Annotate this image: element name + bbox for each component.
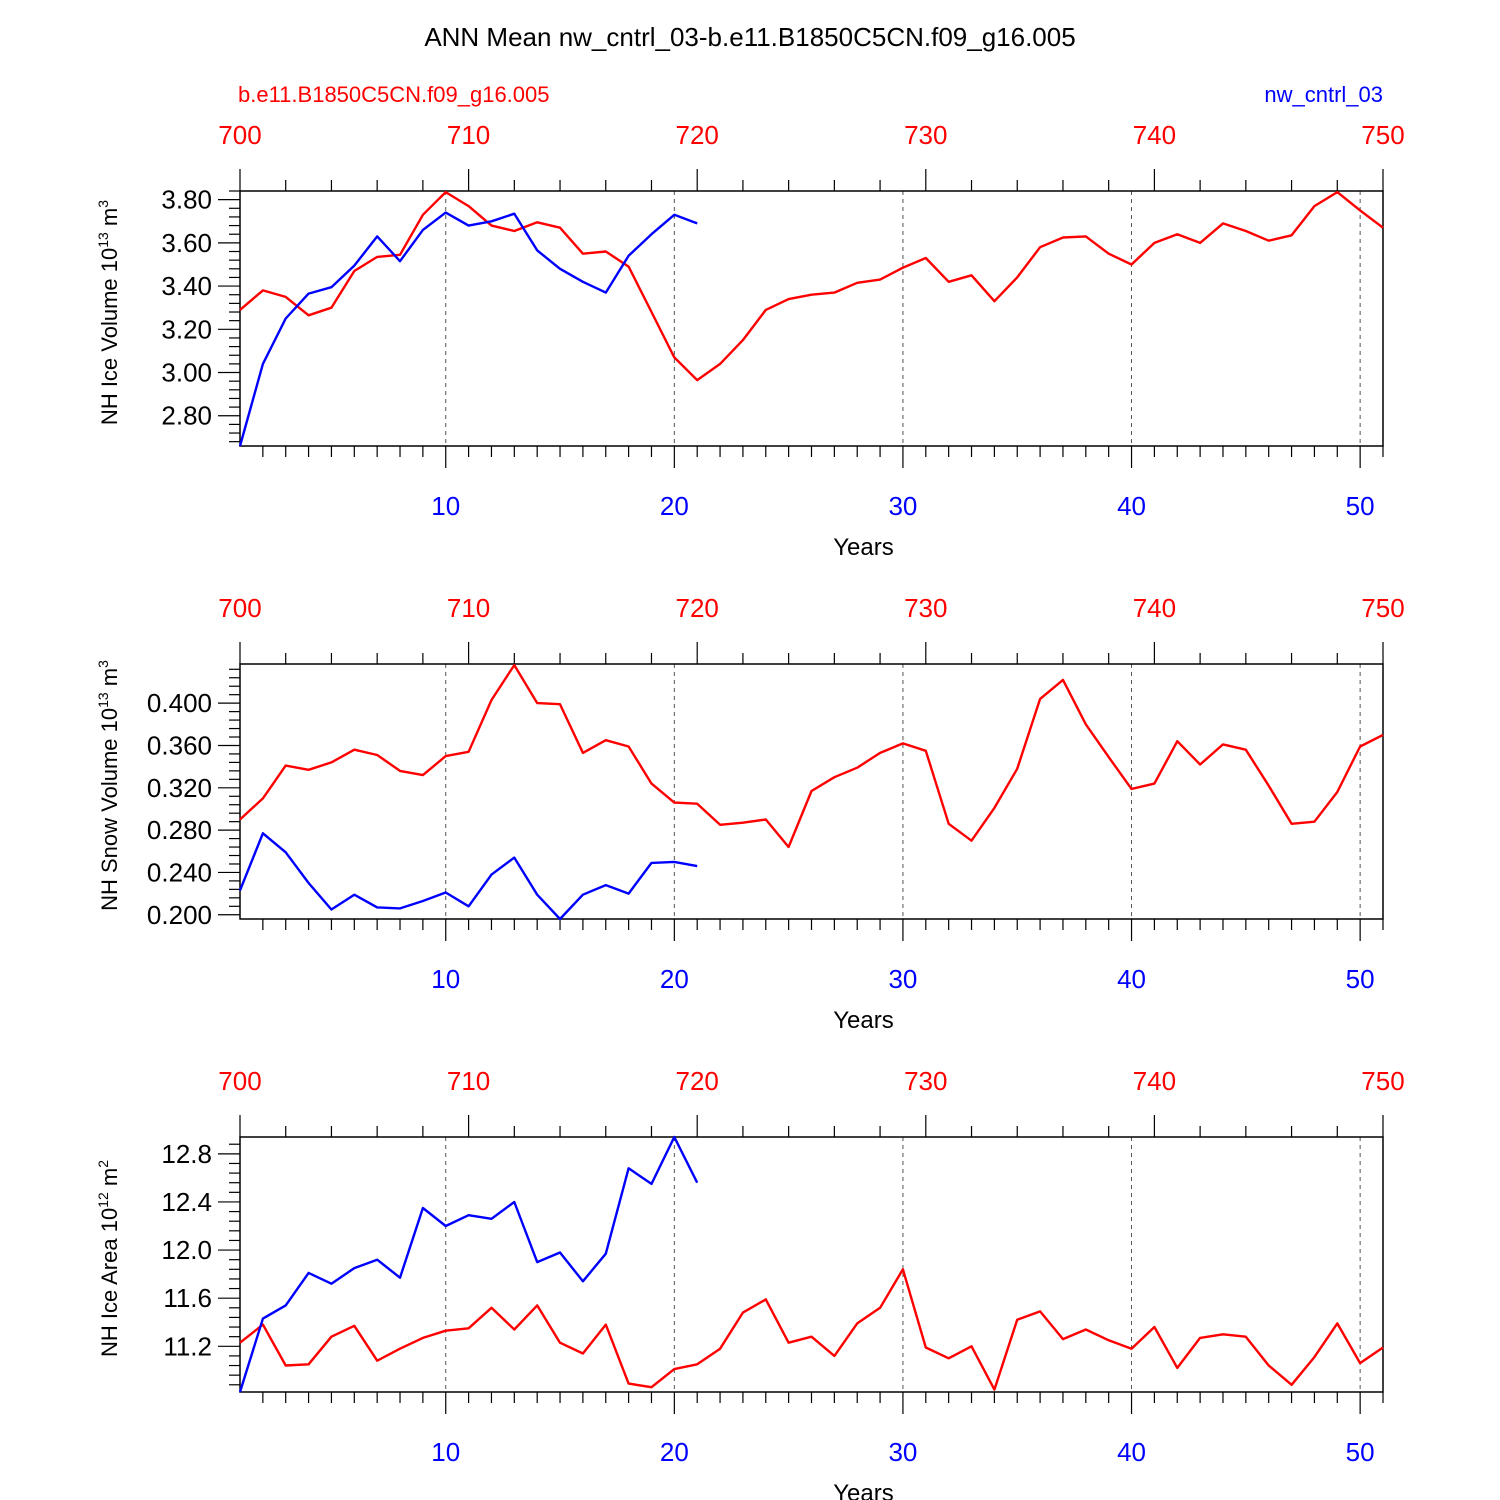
top-tick-label: 710 bbox=[447, 120, 490, 150]
y-axis-label-part: 13 bbox=[95, 692, 111, 708]
x-tick-label: 20 bbox=[660, 964, 689, 994]
chart-title: ANN Mean nw_cntrl_03-b.e11.B1850C5CN.f09… bbox=[424, 22, 1075, 52]
y-axis-label-part: NH Ice Area 10 bbox=[97, 1208, 122, 1357]
y-tick-label: 3.40 bbox=[161, 271, 212, 301]
y-tick-label: 11.6 bbox=[163, 1283, 212, 1313]
top-tick-label: 730 bbox=[904, 1066, 947, 1096]
y-axis-label-part: NH Snow Volume 10 bbox=[97, 708, 122, 911]
x-tick-label: 50 bbox=[1346, 491, 1375, 521]
x-tick-label: 40 bbox=[1117, 491, 1146, 521]
series-line-case2 bbox=[238, 211, 698, 447]
case-label-right: nw_cntrl_03 bbox=[1264, 82, 1383, 107]
top-tick-label: 700 bbox=[218, 1066, 261, 1096]
x-tick-label: 10 bbox=[431, 964, 460, 994]
panel-ice-volume: 2.80 3.00 3.20 3.40 3.60 3.80 700 710 720 730 740 7… bbox=[95, 120, 1405, 561]
top-tick-label: 700 bbox=[218, 120, 261, 150]
y-axis-label: NH Snow Volume 1013 m3 bbox=[95, 660, 122, 911]
panel-ice-area: 11.2 11.6 12.0 12.4 12.8 700 710 720 730 740 750 10… bbox=[95, 1066, 1405, 1500]
x-axis-label: Years bbox=[833, 1007, 894, 1034]
y-axis-label-part: 3 bbox=[95, 660, 111, 668]
top-tick-label: 740 bbox=[1133, 1066, 1176, 1096]
y-tick-label: 0.280 bbox=[147, 815, 212, 845]
top-tick-label: 700 bbox=[218, 593, 261, 623]
y-tick-label: 3.00 bbox=[161, 358, 212, 388]
y-axis-label-part: NH Ice Volume 10 bbox=[97, 248, 122, 425]
top-tick-label: 730 bbox=[904, 593, 947, 623]
y-axis-label-part: m bbox=[97, 208, 122, 232]
y-tick-label: 12.0 bbox=[161, 1235, 212, 1265]
top-tick-label: 750 bbox=[1361, 1066, 1404, 1096]
series-line-case2 bbox=[238, 832, 698, 921]
x-axis-label: Years bbox=[833, 1480, 894, 1500]
y-axis-label-part: m bbox=[97, 1168, 122, 1192]
top-tick-label: 740 bbox=[1133, 593, 1176, 623]
x-tick-label: 30 bbox=[888, 491, 917, 521]
series-line-case1 bbox=[239, 1268, 1384, 1391]
y-tick-label: 0.320 bbox=[147, 773, 212, 803]
y-tick-label: 2.80 bbox=[161, 401, 212, 431]
top-tick-label: 710 bbox=[447, 593, 490, 623]
y-tick-label: 12.4 bbox=[161, 1187, 212, 1217]
y-tick-label: 0.400 bbox=[147, 688, 212, 718]
series-line-case1 bbox=[239, 663, 1384, 849]
panel-snow-volume: 0.200 0.240 0.280 0.320 0.360 0.400 700 710 720 7… bbox=[95, 593, 1405, 1034]
y-axis-label-part: 2 bbox=[95, 1160, 111, 1168]
y-tick-label: 3.80 bbox=[161, 185, 212, 215]
x-axis-label: Years bbox=[833, 534, 894, 561]
top-tick-label: 740 bbox=[1133, 120, 1176, 150]
series-line-case1 bbox=[239, 190, 1384, 382]
y-axis-label: NH Ice Volume 1013 m3 bbox=[95, 200, 122, 425]
y-axis-label-part: 12 bbox=[95, 1192, 111, 1208]
plot-frame bbox=[239, 1136, 1384, 1393]
chart-panels: 2.80 3.00 3.20 3.40 3.60 3.80 700 710 720 730 740 7… bbox=[95, 120, 1405, 1500]
y-axis-label-part: 3 bbox=[95, 200, 111, 208]
top-tick-label: 710 bbox=[447, 1066, 490, 1096]
y-tick-label: 3.60 bbox=[161, 228, 212, 258]
top-tick-label: 720 bbox=[676, 593, 719, 623]
y-tick-label: 3.20 bbox=[161, 314, 212, 344]
x-tick-label: 10 bbox=[431, 491, 460, 521]
y-axis-label: NH Ice Area 1012 m2 bbox=[95, 1160, 122, 1357]
y-tick-label: 12.8 bbox=[161, 1139, 212, 1169]
series-line-case2 bbox=[238, 1135, 699, 1393]
x-tick-label: 50 bbox=[1346, 964, 1375, 994]
plot-frame bbox=[239, 190, 1384, 447]
case-label-left: b.e11.B1850C5CN.f09_g16.005 bbox=[238, 82, 550, 107]
y-tick-label: 11.2 bbox=[163, 1331, 212, 1361]
y-tick-label: 0.360 bbox=[147, 730, 212, 760]
x-tick-label: 50 bbox=[1346, 1437, 1375, 1467]
top-tick-label: 720 bbox=[676, 120, 719, 150]
x-tick-label: 20 bbox=[660, 1437, 689, 1467]
y-tick-label: 0.200 bbox=[147, 900, 212, 930]
y-axis-label-part: m bbox=[97, 668, 122, 692]
x-tick-label: 40 bbox=[1117, 964, 1146, 994]
x-tick-label: 40 bbox=[1117, 1437, 1146, 1467]
top-tick-label: 750 bbox=[1361, 593, 1404, 623]
top-tick-label: 730 bbox=[904, 120, 947, 150]
top-tick-label: 720 bbox=[676, 1066, 719, 1096]
x-tick-label: 30 bbox=[888, 964, 917, 994]
y-tick-label: 0.240 bbox=[147, 857, 212, 887]
x-tick-label: 30 bbox=[888, 1437, 917, 1467]
y-axis-label-part: 13 bbox=[95, 232, 111, 248]
x-tick-label: 10 bbox=[431, 1437, 460, 1467]
top-tick-label: 750 bbox=[1361, 120, 1404, 150]
x-tick-label: 20 bbox=[660, 491, 689, 521]
